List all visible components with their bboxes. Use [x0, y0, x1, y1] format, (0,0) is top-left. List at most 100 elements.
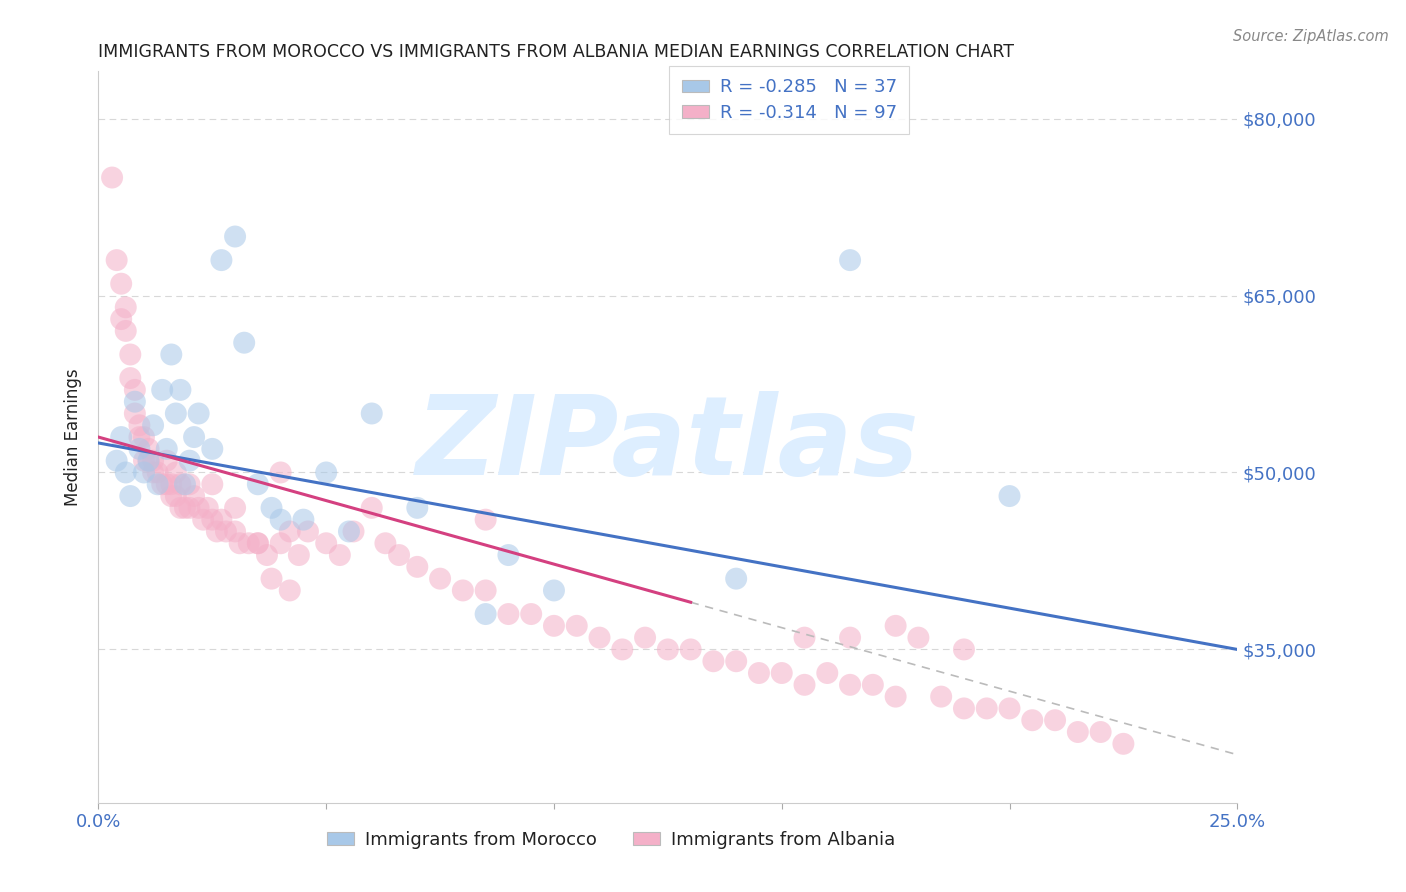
Point: [110, 312, 132, 326]
Point: [429, 572, 451, 586]
Point: [793, 678, 815, 692]
Point: [588, 631, 610, 645]
Point: [953, 642, 976, 657]
Point: [315, 536, 337, 550]
Point: [105, 253, 128, 268]
Point: [205, 524, 228, 539]
Point: [657, 642, 679, 657]
Point: [142, 466, 165, 480]
Point: [179, 453, 201, 467]
Point: [520, 607, 543, 621]
Point: [725, 654, 748, 668]
Text: IMMIGRANTS FROM MOROCCO VS IMMIGRANTS FROM ALBANIA MEDIAN EARNINGS CORRELATION C: IMMIGRANTS FROM MOROCCO VS IMMIGRANTS FR…: [98, 44, 1014, 62]
Point: [165, 489, 187, 503]
Point: [179, 477, 201, 491]
Point: [1090, 725, 1112, 739]
Point: [498, 548, 520, 562]
Point: [360, 407, 382, 421]
Point: [543, 583, 565, 598]
Point: [406, 500, 429, 515]
Point: [120, 489, 142, 503]
Point: [388, 548, 411, 562]
Point: [315, 466, 337, 480]
Point: [278, 524, 301, 539]
Legend: Immigrants from Morocco, Immigrants from Albania: Immigrants from Morocco, Immigrants from…: [319, 823, 903, 856]
Point: [142, 453, 165, 467]
Point: [128, 430, 150, 444]
Point: [260, 572, 283, 586]
Point: [929, 690, 952, 704]
Point: [174, 500, 197, 515]
Point: [105, 453, 128, 467]
Point: [114, 324, 136, 338]
Point: [183, 489, 205, 503]
Point: [160, 489, 183, 503]
Point: [679, 642, 702, 657]
Point: [146, 477, 169, 491]
Point: [179, 500, 201, 515]
Point: [114, 466, 136, 480]
Text: Source: ZipAtlas.com: Source: ZipAtlas.com: [1233, 29, 1389, 44]
Point: [114, 301, 136, 315]
Point: [839, 678, 862, 692]
Point: [246, 536, 269, 550]
Point: [201, 442, 224, 456]
Point: [150, 477, 173, 491]
Point: [169, 477, 191, 491]
Point: [110, 430, 132, 444]
Point: [634, 631, 657, 645]
Point: [1021, 713, 1043, 727]
Point: [201, 477, 224, 491]
Point: [120, 371, 142, 385]
Point: [565, 619, 588, 633]
Point: [793, 631, 815, 645]
Point: [138, 442, 160, 456]
Point: [165, 466, 187, 480]
Point: [150, 383, 173, 397]
Point: [297, 524, 319, 539]
Point: [156, 442, 179, 456]
Point: [329, 548, 352, 562]
Point: [101, 170, 124, 185]
Point: [209, 513, 232, 527]
Point: [725, 572, 748, 586]
Point: [142, 418, 165, 433]
Point: [260, 500, 283, 515]
Point: [124, 394, 146, 409]
Point: [224, 500, 246, 515]
Point: [884, 619, 907, 633]
Point: [292, 513, 315, 527]
Point: [138, 453, 160, 467]
Point: [124, 383, 146, 397]
Point: [839, 253, 862, 268]
Point: [197, 500, 219, 515]
Point: [128, 442, 150, 456]
Point: [228, 536, 250, 550]
Point: [278, 583, 301, 598]
Point: [246, 477, 269, 491]
Point: [374, 536, 396, 550]
Point: [120, 347, 142, 361]
Point: [907, 631, 929, 645]
Point: [884, 690, 907, 704]
Point: [233, 335, 256, 350]
Point: [132, 466, 155, 480]
Point: [360, 500, 382, 515]
Point: [138, 453, 160, 467]
Point: [1043, 713, 1066, 727]
Point: [165, 407, 187, 421]
Point: [953, 701, 976, 715]
Point: [976, 701, 998, 715]
Point: [169, 383, 191, 397]
Point: [270, 466, 292, 480]
Point: [998, 701, 1021, 715]
Point: [132, 430, 155, 444]
Point: [187, 500, 209, 515]
Point: [160, 477, 183, 491]
Point: [862, 678, 884, 692]
Point: [474, 607, 496, 621]
Point: [770, 666, 793, 681]
Point: [270, 536, 292, 550]
Point: [156, 453, 179, 467]
Point: [288, 548, 311, 562]
